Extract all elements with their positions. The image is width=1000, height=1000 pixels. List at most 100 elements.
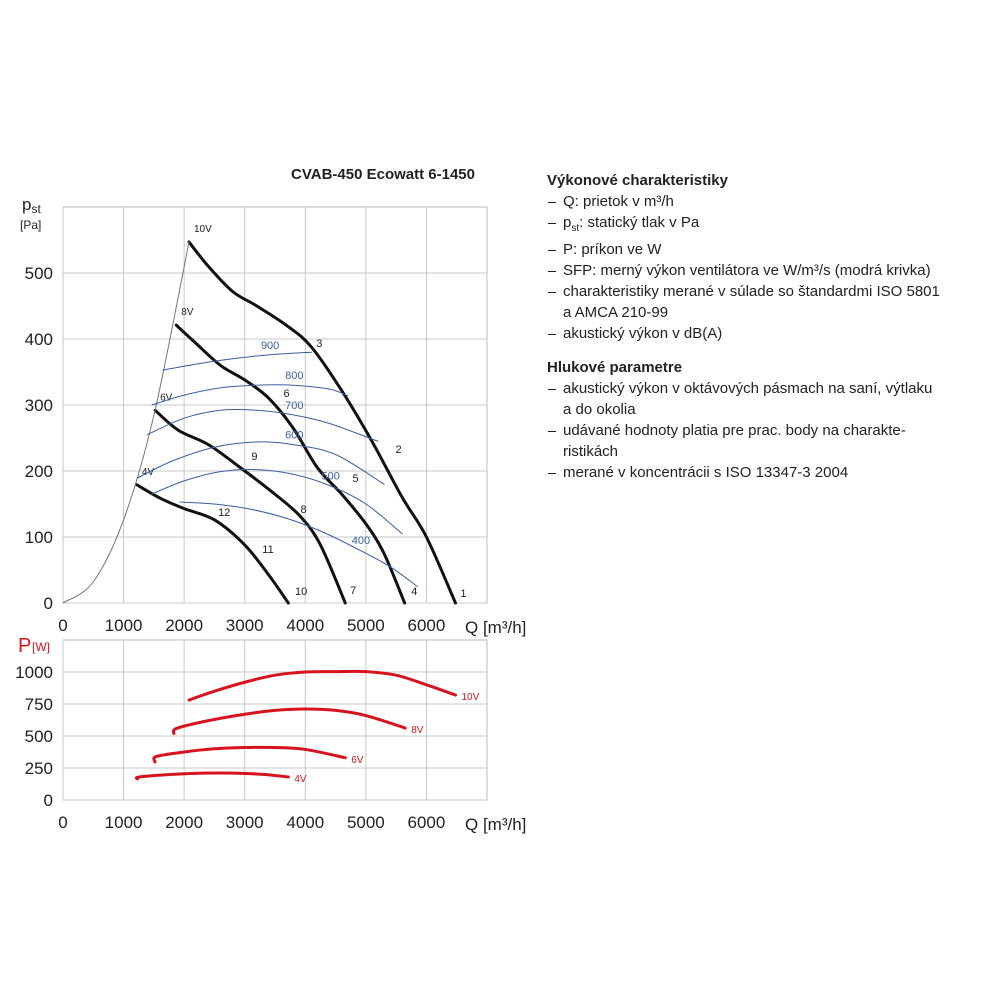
x-tick-label: 2000 (165, 616, 203, 635)
x-tick-label: 6000 (408, 813, 446, 832)
section: Hlukové parametre akustický výkon v oktáv… (547, 357, 987, 483)
y-axis-symbol: p (22, 195, 31, 214)
list-item: Q: prietok v m³/h (547, 191, 987, 212)
series-label: 10V (462, 692, 480, 703)
item-line: P: príkon ve W (563, 241, 662, 258)
annotation: 4 (411, 586, 417, 598)
series-label: 8V (181, 307, 194, 318)
series-line (135, 483, 290, 605)
x-tick-label: 2000 (165, 813, 203, 832)
x-tick-label: 4000 (286, 813, 324, 832)
series-line (149, 469, 403, 535)
series-line (134, 771, 290, 781)
x-tick-label: 5000 (347, 813, 385, 832)
annotation: 7 (350, 585, 356, 597)
series-label: 10V (194, 224, 212, 235)
series-line (153, 408, 347, 605)
y-tick-label: 300 (25, 396, 53, 415)
list-item: pst: statický tlak v Pa (547, 212, 987, 239)
item-line: akustický výkon v dB(A) (563, 325, 723, 342)
x-tick-label: 3000 (226, 616, 264, 635)
series-label: 700 (285, 400, 303, 412)
series-line (187, 669, 458, 702)
series-line (174, 323, 407, 605)
item-line: merané v koncentrácii s ISO 13347-3 2004 (563, 464, 849, 481)
series-label: 6V (160, 392, 173, 403)
annotation: 2 (396, 444, 402, 456)
item-text: : statický tlak v Pa (579, 214, 700, 231)
x-tick-label: 6000 (408, 616, 446, 635)
x-tick-label: 1000 (105, 616, 143, 635)
item-subscript: st (571, 223, 580, 234)
y-tick-label: 500 (25, 727, 53, 746)
y-axis-label: pst (22, 195, 41, 216)
y-tick-label: 200 (25, 462, 53, 481)
text-panel: Výkonové charakteristiky Q: prietok v m³/… (547, 170, 987, 496)
y-axis-subscript: st (31, 202, 41, 216)
series-label: 600 (285, 430, 303, 442)
item-line: SFP: merný výkon ventilátora ve W/m³/s (… (563, 262, 931, 279)
annotation: 10 (295, 586, 307, 598)
x-tick-label: 0 (58, 616, 67, 635)
annotation: 1 (460, 588, 466, 600)
list-item: akustický výkon v oktávových pásmach na … (547, 378, 987, 420)
series-line (146, 408, 379, 442)
item-line: Q: prietok v m³/h (563, 193, 674, 210)
series-line (136, 441, 385, 485)
item-line: a AMCA 210-99 (563, 304, 669, 321)
list-item: merané v koncentrácii s ISO 13347-3 2004 (547, 462, 987, 483)
y-axis-unit: [Pa] (20, 218, 41, 232)
list-item: udávané hodnoty platia pre prac. body na… (547, 420, 987, 462)
series-label: 6V (351, 755, 364, 766)
series-label: 900 (261, 340, 279, 352)
list-item: akustický výkon v dB(A) (547, 323, 987, 344)
x-axis-label: Q [m³/h] (465, 815, 526, 834)
series-line (62, 241, 190, 604)
annotation: 6 (283, 388, 289, 400)
series-label: 800 (285, 370, 303, 382)
series-label: 500 (322, 471, 340, 483)
series-line (151, 384, 349, 406)
annotation: 5 (353, 473, 359, 485)
item-line: pst: statický tlak v Pa (563, 212, 987, 239)
annotation: 11 (262, 544, 273, 556)
y-tick-label: 500 (25, 264, 53, 283)
y-tick-label: 0 (44, 791, 53, 810)
y-tick-label: 250 (25, 759, 53, 778)
item-line: charakteristiky merané v súlade so štand… (563, 283, 940, 300)
section: Výkonové charakteristiky Q: prietok v m³/… (547, 170, 987, 344)
y-tick-label: 750 (25, 695, 53, 714)
y-axis-symbol: P (18, 635, 31, 657)
series-line (179, 501, 418, 587)
series-label: 8V (411, 725, 424, 736)
series-line (162, 351, 312, 371)
item-line: akustický výkon v oktávových pásmach na … (563, 380, 933, 397)
item-line: ristikách (563, 443, 619, 460)
x-tick-label: 3000 (226, 813, 264, 832)
y-tick-label: 100 (25, 528, 53, 547)
plot-area (62, 639, 488, 801)
annotation: 12 (218, 507, 230, 519)
series-line (152, 745, 347, 764)
x-tick-label: 5000 (347, 616, 385, 635)
chart-title: CVAB-450 Ecowatt 6-1450 (291, 166, 475, 183)
x-tick-label: 4000 (286, 616, 324, 635)
list-item: charakteristiky merané v súlade so štand… (547, 281, 987, 323)
annotation: 8 (300, 504, 306, 516)
y-tick-label: 1000 (15, 663, 53, 682)
x-tick-label: 1000 (105, 813, 143, 832)
x-tick-label: 0 (58, 813, 67, 832)
list-item: P: príkon ve W (547, 239, 987, 260)
y-tick-label: 400 (25, 330, 53, 349)
item-line: udávané hodnoty platia pre prac. body na… (563, 422, 906, 439)
x-axis-label: Q [m³/h] (465, 618, 526, 637)
y-axis-unit: [W] (32, 640, 50, 654)
item-symbol: p (563, 214, 572, 231)
list-item: SFP: merný výkon ventilátora ve W/m³/s (… (547, 260, 987, 281)
annotation: 3 (316, 338, 322, 350)
annotation: 9 (251, 451, 257, 463)
heading: Hlukové parametre (547, 359, 683, 376)
series-label: 400 (352, 535, 370, 547)
